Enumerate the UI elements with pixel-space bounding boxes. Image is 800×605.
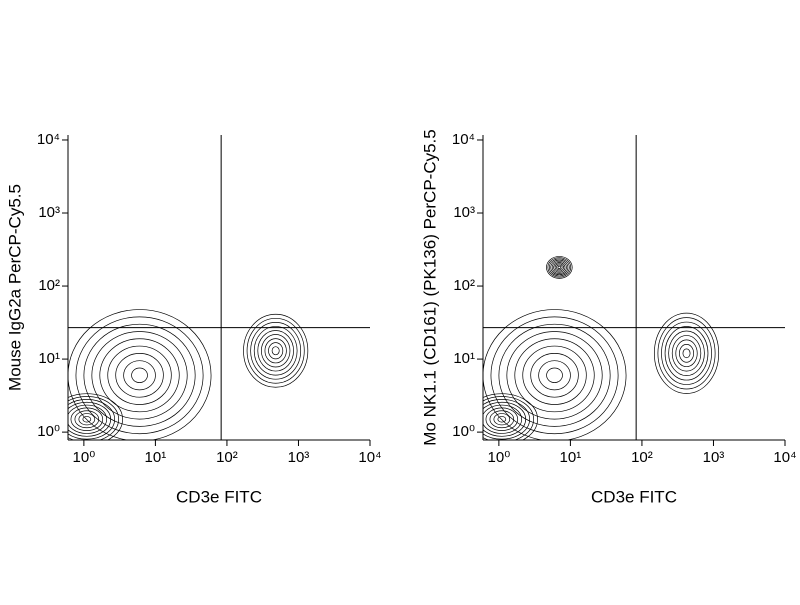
contour-line [74, 410, 100, 429]
y-tick-label: 10³ [453, 204, 475, 221]
y-tick-label: 10³ [38, 204, 60, 221]
contour-line [78, 413, 96, 426]
contour-line [70, 407, 104, 431]
contour-line [257, 330, 294, 372]
x-tick-label: 10¹ [560, 449, 582, 466]
contour-line [679, 344, 695, 363]
contour-line [497, 416, 507, 423]
x-tick-label: 10³ [703, 449, 725, 466]
contour-line [246, 317, 305, 384]
contour-line [490, 316, 619, 435]
contour-line [243, 313, 309, 388]
x-tick-label: 10⁴ [358, 449, 381, 466]
x-tick-label: 10⁰ [488, 449, 511, 466]
y-tick-label: 10¹ [453, 350, 475, 367]
x-tick-label: 10⁴ [773, 449, 796, 466]
contour-line [483, 404, 523, 434]
y-tick-label: 10⁴ [37, 131, 60, 148]
contour-line [131, 367, 148, 383]
contour-line [483, 401, 527, 437]
contour-line [271, 346, 280, 356]
contour-line [91, 331, 188, 420]
contour-line [115, 353, 164, 398]
x-tick-label: 10² [631, 449, 653, 466]
y-tick-label: 10⁰ [37, 423, 60, 440]
y-axis-label: Mouse IgG2a PerCP-Cy5.5 [5, 184, 24, 391]
contour-line [530, 353, 579, 398]
contours [68, 309, 309, 440]
contours [483, 256, 720, 440]
contour-line [657, 317, 716, 390]
contour-line [653, 312, 720, 394]
plot-panel: 10⁰ 10¹ 10² 10³ 10⁴ 10⁰ 10¹ 10² 10³ 10⁴ CD3e FITC M… [5, 131, 381, 507]
x-tick-label: 10⁰ [73, 449, 96, 466]
contour-line [514, 338, 595, 413]
x-tick-label: 10² [216, 449, 238, 466]
contour-line [548, 258, 570, 277]
contour-line [671, 335, 702, 372]
contour-line [506, 331, 603, 420]
contour-line [489, 410, 515, 429]
y-tick-label: 10² [38, 277, 60, 294]
x-axis-label: CD3e FITC [176, 487, 262, 506]
plot-panel: 10⁰ 10¹ 10² 10³ 10⁴ 10⁰ 10¹ 10² 10³ 10⁴ CD3e FITC M… [420, 129, 796, 506]
contour-line [483, 399, 530, 440]
contour-line [556, 264, 563, 271]
contour-line [554, 263, 564, 272]
contour-line [83, 323, 196, 427]
contour-line [483, 396, 534, 440]
contour-line [538, 360, 571, 391]
contour-line [522, 345, 587, 405]
contour-line [82, 416, 92, 423]
contour-line [68, 309, 212, 440]
contour-line [68, 399, 115, 440]
contour-line [551, 260, 567, 274]
contour-line [68, 401, 112, 437]
contour-line [668, 330, 705, 376]
contour-line [675, 339, 698, 368]
contour-line [547, 257, 572, 278]
contour-line [546, 256, 573, 279]
y-tick-label: 10¹ [38, 350, 60, 367]
contour-line [250, 322, 302, 380]
contour-line [68, 404, 108, 434]
contour-line [75, 316, 204, 435]
contour-line [68, 396, 119, 440]
contour-line [107, 345, 172, 405]
y-tick-label: 10⁰ [452, 423, 475, 440]
contour-line [553, 262, 566, 273]
contour-line [661, 321, 712, 385]
y-tick-label: 10⁴ [452, 131, 475, 148]
y-axis-label: Mo NK1.1 (CD161) (PK136) PerCP-Cy5.5 [420, 129, 439, 446]
contour-line [664, 326, 709, 381]
x-tick-label: 10³ [288, 449, 310, 466]
contour-line [264, 338, 287, 364]
y-tick-label: 10² [453, 277, 475, 294]
contour-line [557, 265, 562, 269]
contour-line [485, 407, 519, 431]
contour-line [99, 338, 180, 413]
contour-line [682, 348, 691, 359]
contour-line [550, 259, 569, 276]
contour-line [493, 413, 511, 426]
contour-line [123, 360, 156, 391]
contour-line [268, 342, 284, 360]
contour-line [498, 323, 611, 427]
contour-line [483, 393, 538, 440]
contour-line [253, 326, 298, 376]
contour-line [261, 334, 291, 368]
contour-line [483, 309, 627, 440]
x-axis-label: CD3e FITC [591, 487, 677, 506]
contour-line [68, 393, 123, 440]
x-tick-label: 10¹ [145, 449, 167, 466]
contour-line [546, 367, 563, 383]
